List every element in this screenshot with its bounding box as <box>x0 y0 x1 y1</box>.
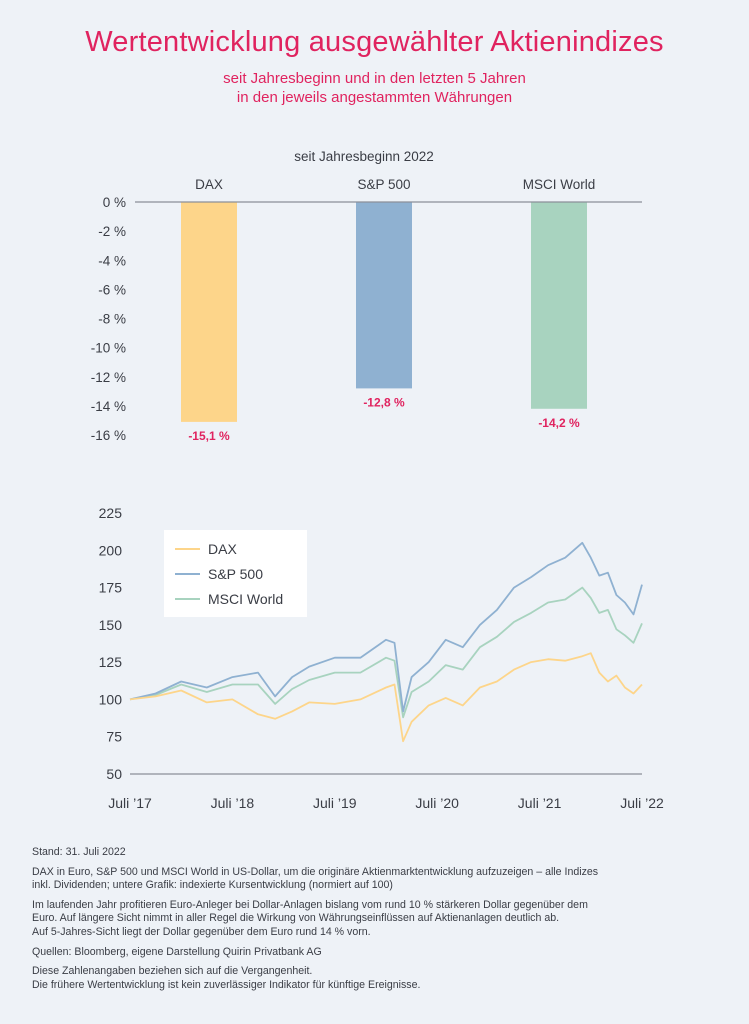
bar <box>181 202 237 422</box>
disclaimer-line1: Diese Zahlenangaben beziehen sich auf di… <box>32 965 313 978</box>
x-tick-label: Juli ’21 <box>518 795 562 811</box>
y-tick-label: 175 <box>99 580 123 596</box>
ytd-bar-chart: seit Jahresbeginn 2022 0 % -2 % -4 % -6 % -8 … <box>91 149 642 443</box>
legend-label: MSCI World <box>208 591 283 607</box>
y-tick-label: -14 % <box>91 399 126 414</box>
bar-value-label: -12,8 % <box>363 395 405 409</box>
y-tick-label: -12 % <box>91 370 126 385</box>
y-tick-label: -10 % <box>91 341 126 356</box>
y-tick-label: 0 % <box>103 195 126 210</box>
y-tick-label: -2 % <box>98 224 126 239</box>
legend-label: DAX <box>208 541 237 557</box>
category-label: MSCI World <box>523 177 596 192</box>
footnotes: Stand: 31. Juli 2022 DAX in Euro, S&P 50… <box>32 846 722 992</box>
page-subtitle-line2: in den jeweils angestammten Währungen <box>236 89 513 106</box>
y-tick-label: -6 % <box>98 282 126 297</box>
page-title: Wertentwicklung ausgewählter Aktienindiz… <box>85 26 664 58</box>
series-line <box>129 541 643 713</box>
y-tick-label: 125 <box>99 654 123 670</box>
category-label: DAX <box>195 177 223 192</box>
y-tick-label: 100 <box>99 691 123 707</box>
page-subtitle-line1: seit Jahresbeginn und in den letzten 5 J… <box>223 70 526 87</box>
sources-note: Quellen: Bloomberg, eigene Darstellung Q… <box>32 945 322 958</box>
x-tick-label: Juli ’17 <box>108 795 152 811</box>
series-line <box>129 586 643 719</box>
note-dollar-line1: Im laufenden Jahr profitieren Euro-Anleg… <box>32 898 588 911</box>
legend-label: S&P 500 <box>208 566 263 582</box>
bar <box>531 202 587 409</box>
y-tick-label: 50 <box>106 766 122 782</box>
bar-value-label: -14,2 % <box>538 416 580 430</box>
y-tick-label: 225 <box>99 505 123 521</box>
x-tick-label: Juli ’19 <box>313 795 357 811</box>
disclaimer-line2: Die frühere Wertentwicklung ist kein zuv… <box>32 978 421 991</box>
y-tick-label: -16 % <box>91 428 126 443</box>
category-label: S&P 500 <box>357 177 410 192</box>
stand-note: Stand: 31. Juli 2022 <box>32 846 126 858</box>
note-dollar-line2: Euro. Auf längere Sicht nimmt in aller R… <box>32 912 560 925</box>
x-tick-label: Juli ’22 <box>620 795 664 811</box>
y-tick-label: 75 <box>106 729 122 745</box>
note-currency-line1: DAX in Euro, S&P 500 und MSCI World in U… <box>32 865 599 878</box>
x-tick-label: Juli ’18 <box>211 795 255 811</box>
bar-chart-subtitle: seit Jahresbeginn 2022 <box>294 149 434 164</box>
y-tick-label: 200 <box>99 542 123 558</box>
note-currency-line2: inkl. Dividenden; untere Grafik: indexie… <box>32 879 393 892</box>
y-tick-label: -4 % <box>98 253 126 268</box>
bar <box>356 202 412 389</box>
series-line <box>129 652 643 743</box>
y-tick-label: -8 % <box>98 312 126 327</box>
x-tick-label: Juli ’20 <box>415 795 459 811</box>
bar-value-label: -15,1 % <box>188 429 230 443</box>
legend: DAX S&P 500 MSCI World <box>164 530 307 617</box>
five-year-line-chart: 50 75 100 125 150 175 200 225 Juli ’17 Juli ’18 Ju… <box>99 505 664 811</box>
note-dollar-line3: Auf 5-Jahres-Sicht liegt der Dollar gege… <box>32 925 371 938</box>
y-tick-label: 150 <box>99 617 123 633</box>
